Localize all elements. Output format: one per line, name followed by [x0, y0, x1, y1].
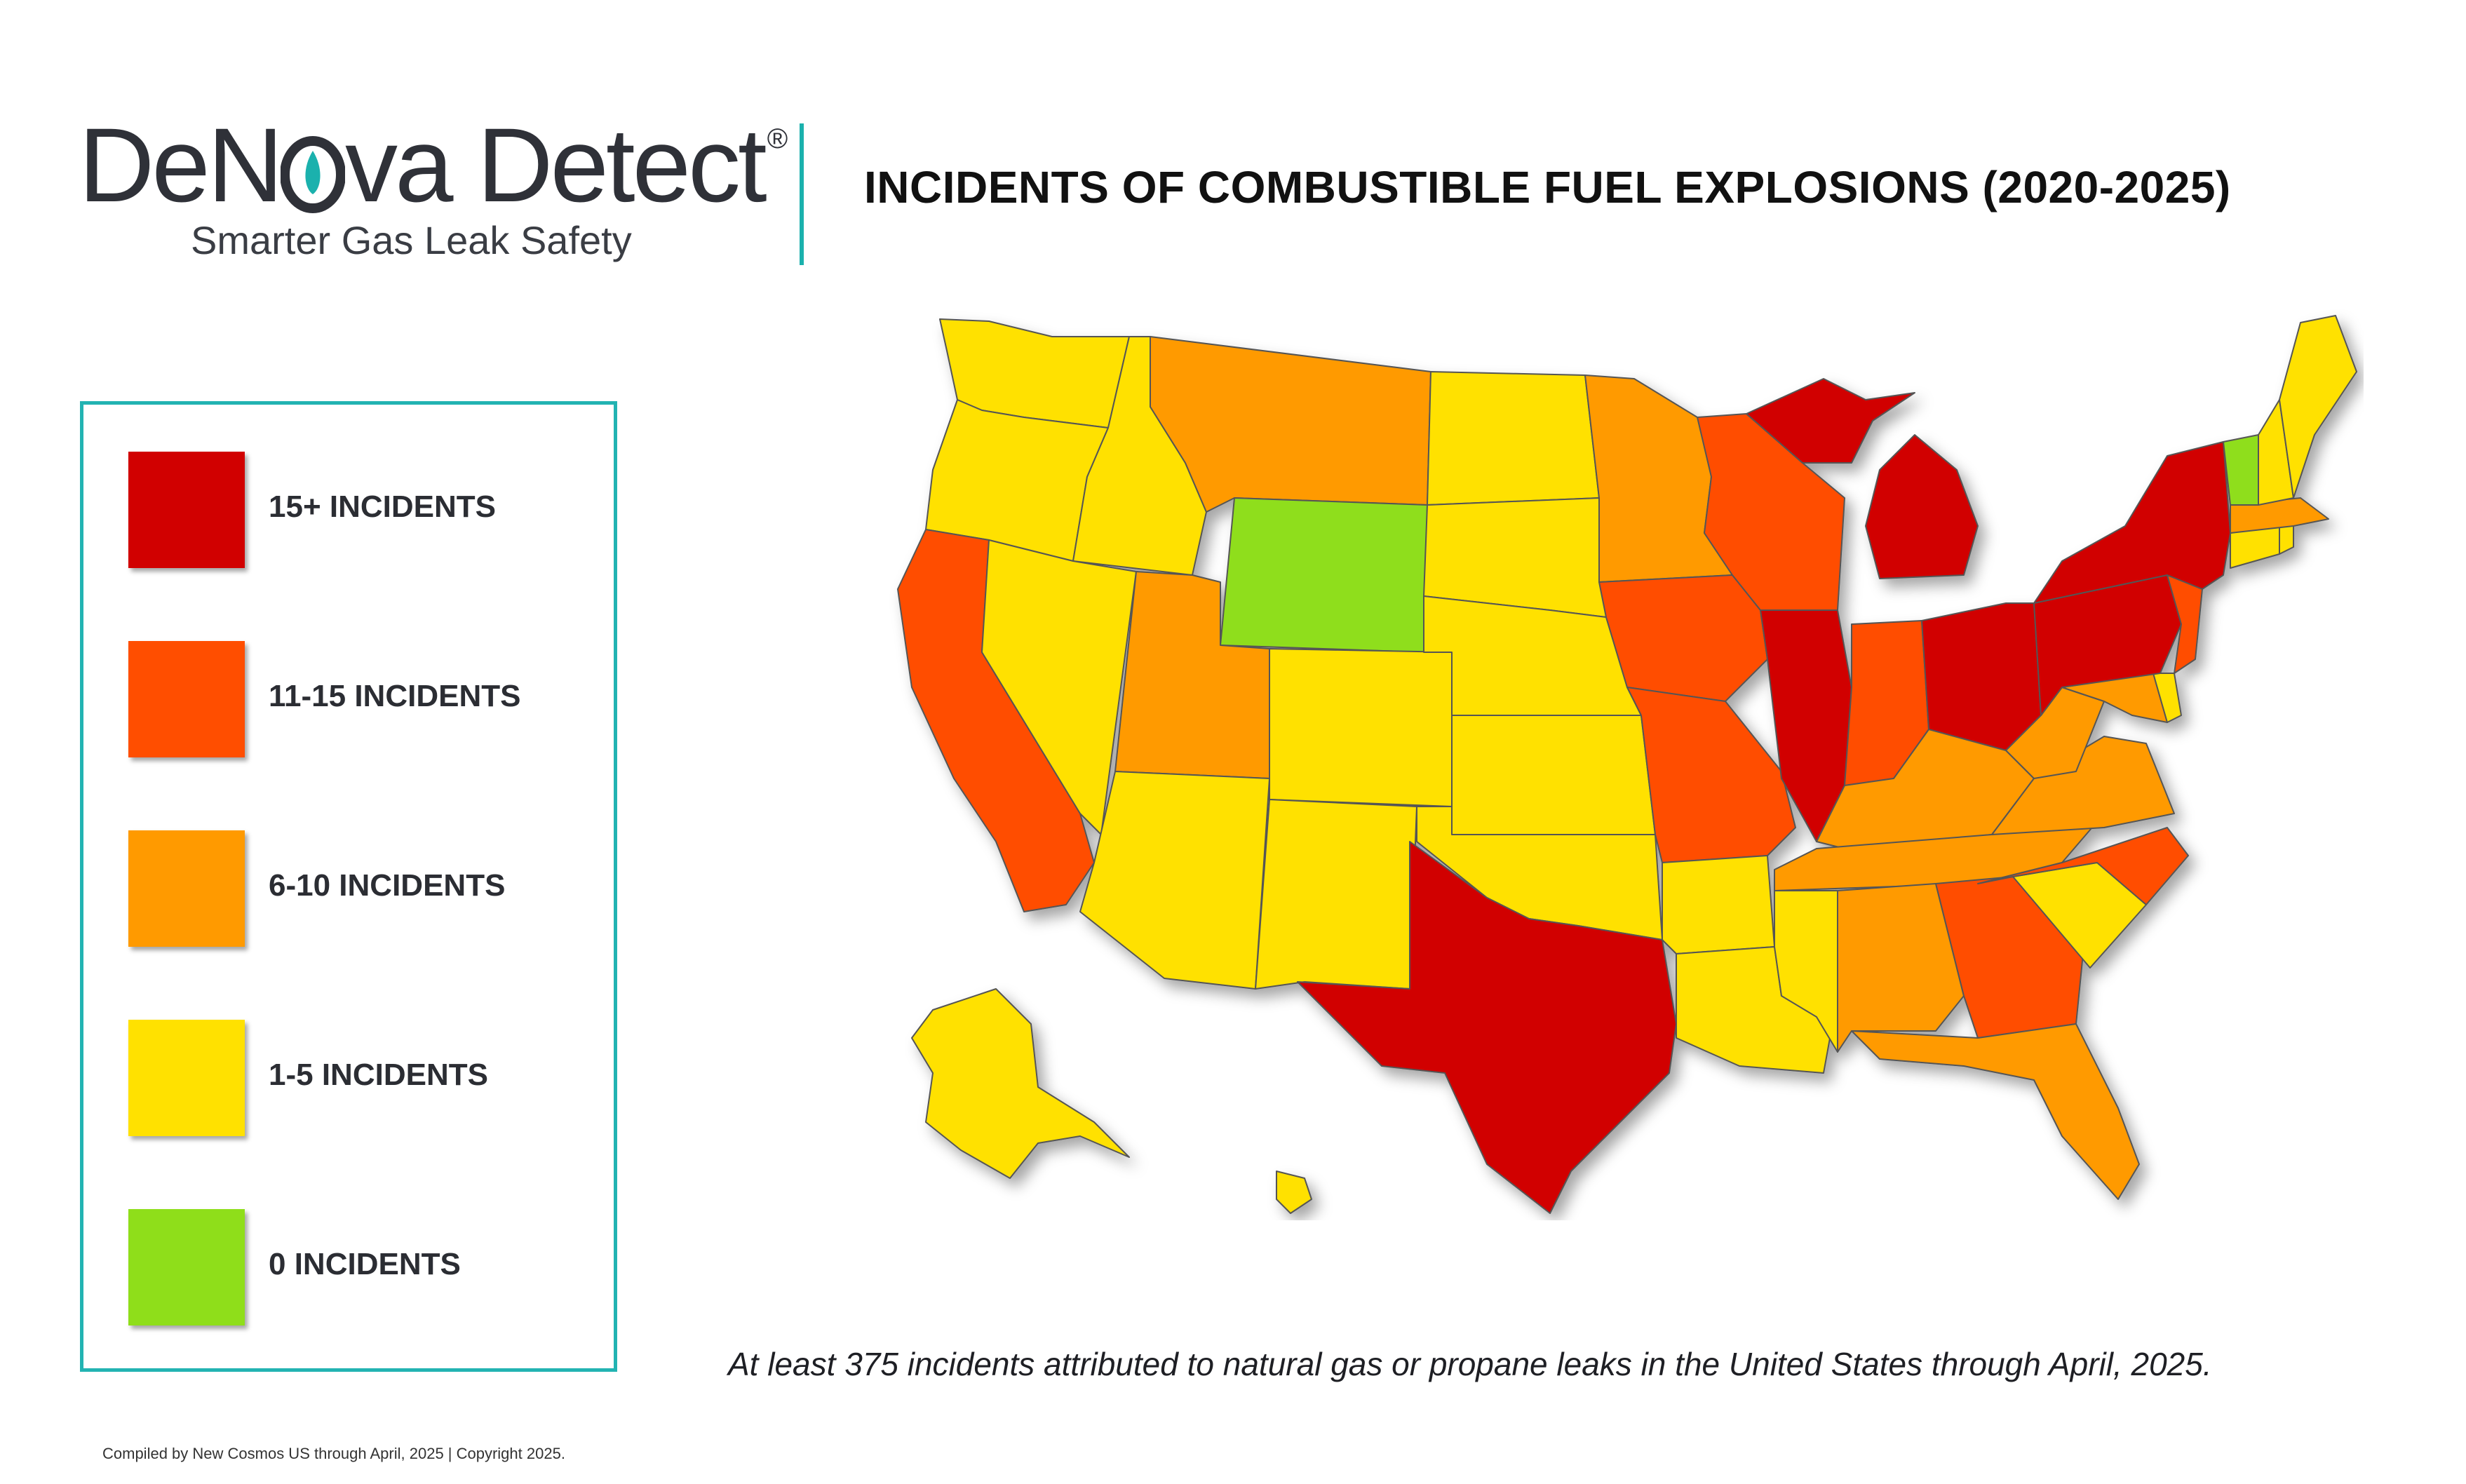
legend-swatch-15-plus [128, 452, 245, 568]
state-wy [1220, 497, 1428, 653]
state-ks [1451, 715, 1656, 835]
brand-wordmark: DeN va Detect ® [79, 106, 788, 224]
state-az [1079, 771, 1270, 990]
us-incident-map [897, 315, 2357, 1214]
state-ny [2033, 441, 2231, 604]
state-nm [1255, 799, 1417, 990]
legend-item-6-10: 6-10 INCIDENTS [128, 830, 577, 947]
legend-label: 11-15 INCIDENTS [269, 679, 521, 713]
state-nd [1427, 371, 1600, 506]
state-tx [1297, 841, 1677, 1214]
brand-tagline: Smarter Gas Leak Safety [191, 218, 632, 262]
state-ak [911, 988, 1130, 1179]
state-co [1269, 648, 1453, 807]
legend-label: 15+ INCIDENTS [269, 490, 496, 524]
state-fl [1851, 1023, 2140, 1200]
legend-item-11-15: 11-15 INCIDENTS [128, 641, 577, 757]
state-oh [1921, 602, 2042, 751]
legend-swatch-0 [128, 1209, 245, 1326]
header-divider [800, 123, 804, 265]
credit-note: Compiled by New Cosmos US through April,… [102, 1445, 565, 1462]
legend-swatch-11-15 [128, 641, 245, 757]
registered-mark: ® [767, 123, 788, 154]
legend-box: 15+ INCIDENTS 11-15 INCIDENTS 6-10 INCID… [80, 401, 617, 1372]
state-ar [1662, 855, 1775, 955]
legend-label: 6-10 INCIDENTS [269, 868, 506, 903]
brand-name-part1: DeN [79, 106, 283, 224]
state-mi-lower [1865, 434, 1979, 579]
state-mi [1746, 378, 1915, 464]
state-de [2152, 673, 2182, 723]
flame-o-icon [280, 125, 346, 213]
state-hi [1276, 1171, 1312, 1214]
state-me [2279, 315, 2357, 499]
state-nc [1977, 827, 2189, 905]
legend-item-0: 0 INCIDENTS [128, 1209, 577, 1326]
map-caption: At least 375 incidents attributed to nat… [728, 1346, 2212, 1382]
legend-swatch-1-5 [128, 1020, 245, 1136]
legend-swatch-6-10 [128, 830, 245, 947]
state-vt [2223, 434, 2259, 506]
state-ri [2279, 525, 2294, 555]
legend-label: 1-5 INCIDENTS [269, 1058, 488, 1092]
brand-logo: DeN va Detect ® Smarter Gas Leak Safety [79, 106, 788, 281]
page-title: INCIDENTS OF COMBUSTIBLE FUEL EXPLOSIONS… [864, 162, 2231, 213]
brand-name-part2: va Detect [345, 106, 767, 224]
legend-item-15-plus: 15+ INCIDENTS [128, 452, 577, 568]
legend-label: 0 INCIDENTS [269, 1247, 461, 1281]
legend-item-1-5: 1-5 INCIDENTS [128, 1020, 577, 1136]
